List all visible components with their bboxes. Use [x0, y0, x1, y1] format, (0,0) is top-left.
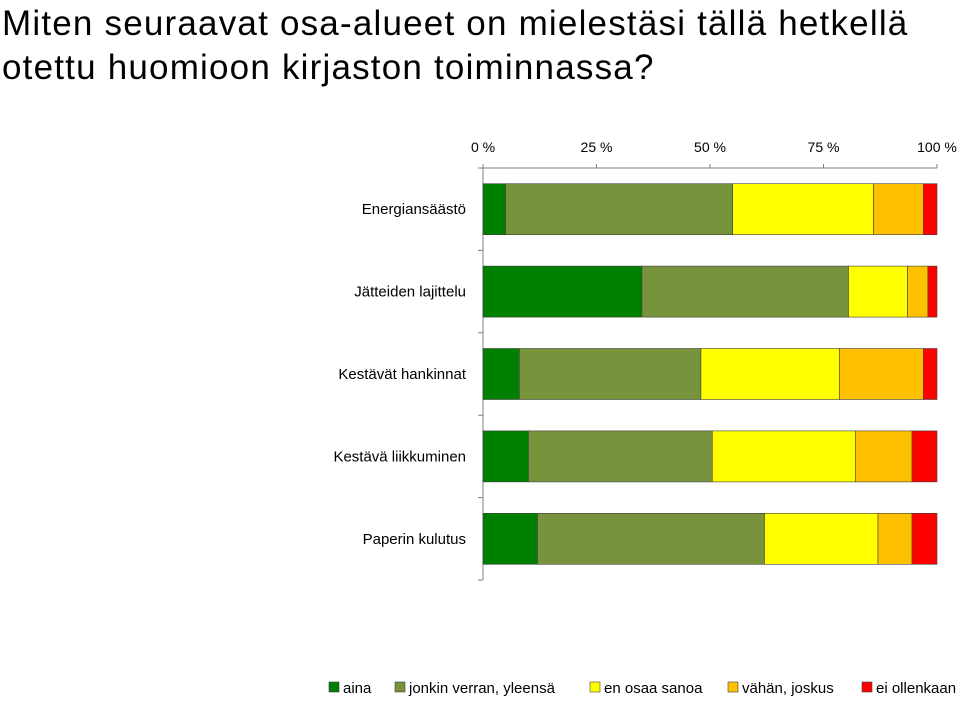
- bar-segment-en-osaa-sanoa-energiansaasto: [732, 183, 874, 235]
- bar-segment-ei-ollenkaan-jatteiden-lajittelu: [927, 265, 938, 318]
- x-tick-label: 75 %: [808, 139, 840, 155]
- legend-label-jonkin-verran-yleensa: jonkin verran, yleensä: [408, 680, 556, 697]
- category-label: Kestävät hankinnat: [338, 366, 466, 383]
- legend-swatch-jonkin-verran-yleensa: [394, 681, 406, 693]
- bar-segment-vahan-joskus-paperin-kulutus: [877, 512, 913, 565]
- bar-segment-ei-ollenkaan-kestava-liikkuminen: [911, 430, 938, 483]
- x-tick-label: 0 %: [471, 139, 495, 155]
- chart-axes: 0 % 25 % 50 % 75 % 100 %: [471, 139, 957, 581]
- legend-swatch-aina: [328, 681, 340, 693]
- legend-swatch-ei-ollenkaan: [861, 681, 873, 693]
- bar-segment-jonkin-verran-yleensa-kestava-liikkuminen: [528, 430, 713, 483]
- category-label: Paperin kulutus: [363, 531, 466, 548]
- bar-segment-ei-ollenkaan-energiansaasto: [923, 183, 938, 235]
- bar-segment-aina-energiansaasto: [482, 183, 507, 235]
- category-label: Jätteiden lajittelu: [354, 284, 466, 301]
- x-tick-label: 100 %: [917, 139, 957, 155]
- bar-segment-jonkin-verran-yleensa-paperin-kulutus: [537, 512, 765, 565]
- bar-segment-jonkin-verran-yleensa-energiansaasto: [505, 183, 734, 235]
- chart-bars: [482, 183, 938, 565]
- x-tick-label: 50 %: [694, 139, 726, 155]
- bar-segment-aina-jatteiden-lajittelu: [482, 265, 643, 318]
- bar-segment-jonkin-verran-yleensa-jatteiden-lajittelu: [641, 265, 849, 318]
- bar-segment-jonkin-verran-yleensa-kestavat-hankinnat: [519, 348, 702, 400]
- category-label: Kestävä liikkuminen: [333, 448, 466, 465]
- legend-label-ei-ollenkaan: ei ollenkaan: [876, 680, 956, 697]
- legend-label-en-osaa-sanoa: en osaa sanoa: [604, 680, 703, 697]
- chart-legend: aina jonkin verran, yleensä en osaa sanoa v…: [328, 680, 956, 697]
- legend-swatch-en-osaa-sanoa: [589, 681, 601, 693]
- bar-segment-ei-ollenkaan-kestavat-hankinnat: [923, 348, 938, 400]
- bar-segment-en-osaa-sanoa-jatteiden-lajittelu: [848, 265, 908, 318]
- bar-segment-en-osaa-sanoa-kestavat-hankinnat: [700, 348, 840, 400]
- bar-segment-aina-paperin-kulutus: [482, 512, 538, 565]
- bar-segment-aina-kestava-liikkuminen: [482, 430, 529, 483]
- bar-segment-vahan-joskus-kestavat-hankinnat: [839, 348, 924, 400]
- category-label: Energiansäästö: [362, 201, 466, 218]
- x-tick-label: 25 %: [581, 139, 613, 155]
- legend-swatch-vahan-joskus: [727, 681, 739, 693]
- bar-segment-en-osaa-sanoa-kestava-liikkuminen: [711, 430, 856, 483]
- bar-segment-vahan-joskus-energiansaasto: [873, 183, 924, 235]
- category-labels: Energiansäästö Jätteiden lajittelu Kestävä…: [333, 201, 466, 548]
- bar-segment-vahan-joskus-jatteiden-lajittelu: [907, 265, 929, 318]
- legend-label-aina: aina: [343, 680, 372, 697]
- legend-label-vahan-joskus: vähän, joskus: [742, 680, 834, 697]
- bar-segment-en-osaa-sanoa-paperin-kulutus: [764, 512, 879, 565]
- chart-title: Miten seuraavat osa-alueet on mielestäsi…: [2, 4, 909, 87]
- bar-segment-aina-kestavat-hankinnat: [482, 348, 520, 400]
- bar-segment-vahan-joskus-kestava-liikkuminen: [854, 430, 913, 483]
- bar-segment-ei-ollenkaan-paperin-kulutus: [911, 512, 938, 565]
